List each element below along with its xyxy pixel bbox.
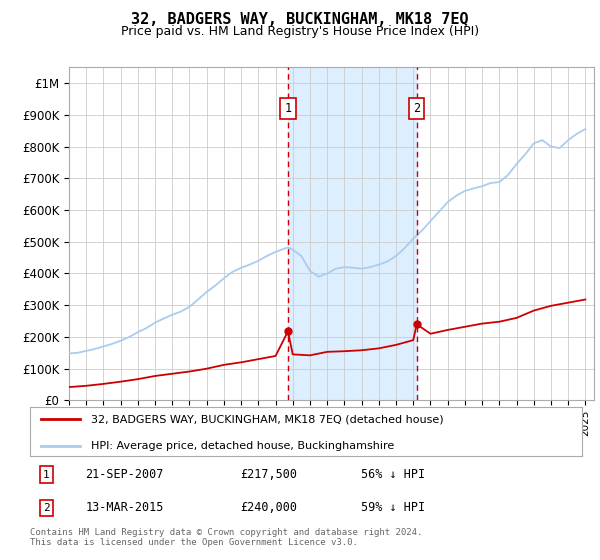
Bar: [288, 67, 417, 400]
Text: 32, BADGERS WAY, BUCKINGHAM, MK18 7EQ: 32, BADGERS WAY, BUCKINGHAM, MK18 7EQ: [131, 12, 469, 27]
Text: Price paid vs. HM Land Registry's House Price Index (HPI): Price paid vs. HM Land Registry's House …: [121, 25, 479, 38]
Text: HPI: Average price, detached house, Buckinghamshire: HPI: Average price, detached house, Buck…: [91, 441, 394, 451]
Text: 13-MAR-2015: 13-MAR-2015: [85, 501, 164, 515]
Text: £217,500: £217,500: [240, 468, 297, 481]
Text: 2: 2: [413, 102, 420, 115]
Text: £240,000: £240,000: [240, 501, 297, 515]
Text: 2: 2: [43, 503, 50, 513]
Text: 32, BADGERS WAY, BUCKINGHAM, MK18 7EQ (detached house): 32, BADGERS WAY, BUCKINGHAM, MK18 7EQ (d…: [91, 414, 443, 424]
Text: 1: 1: [284, 102, 292, 115]
Text: Contains HM Land Registry data © Crown copyright and database right 2024.
This d: Contains HM Land Registry data © Crown c…: [30, 528, 422, 547]
Text: 59% ↓ HPI: 59% ↓ HPI: [361, 501, 425, 515]
Text: 1: 1: [43, 470, 50, 480]
Text: 21-SEP-2007: 21-SEP-2007: [85, 468, 164, 481]
Text: 56% ↓ HPI: 56% ↓ HPI: [361, 468, 425, 481]
